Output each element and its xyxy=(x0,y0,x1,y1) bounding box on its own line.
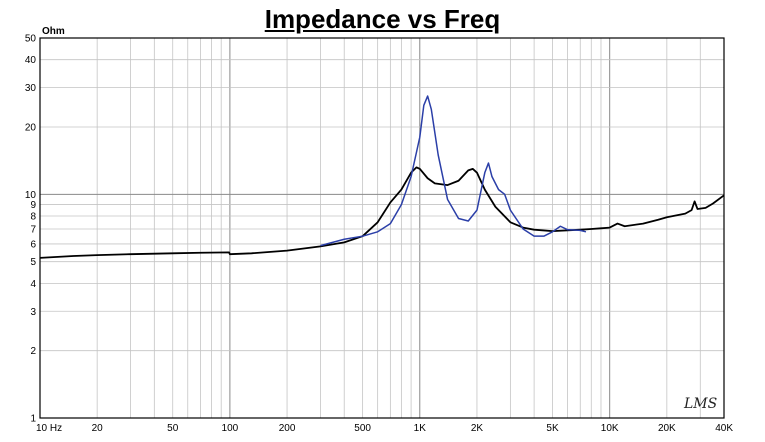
impedance-curve-2 xyxy=(320,95,587,247)
plot-frame xyxy=(39,37,725,419)
y-tick-label: 30 xyxy=(25,83,37,94)
curves xyxy=(39,95,725,259)
y-tick-label: 2 xyxy=(30,346,36,357)
y-tick-label: 8 xyxy=(30,212,36,223)
x-tick-labels: 10 Hz 20 50 100 200 500 1K 2K 5K 10K 20K 40K xyxy=(36,423,733,434)
grid xyxy=(39,37,725,419)
x-tick-label: 2K xyxy=(471,423,484,434)
impedance-curve-1 xyxy=(39,166,725,259)
x-tick-label: 200 xyxy=(279,423,296,434)
y-tick-label: 5 xyxy=(30,257,36,268)
y-tick-label: 20 xyxy=(25,123,37,134)
y-axis-unit: Ohm xyxy=(42,26,65,37)
y-tick-label: 7 xyxy=(30,224,36,235)
x-tick-label: 20 xyxy=(92,423,104,434)
x-tick-label: 40K xyxy=(715,423,733,434)
y-tick-label: 1 xyxy=(30,414,36,425)
y-tick-label: 10 xyxy=(25,190,37,201)
x-tick-label: 10K xyxy=(601,423,619,434)
y-tick-label: 4 xyxy=(30,279,36,290)
y-tick-label: 3 xyxy=(30,307,36,318)
y-tick-label: 6 xyxy=(30,239,36,250)
x-tick-label: 20K xyxy=(658,423,676,434)
x-tick-label: 1K xyxy=(414,423,427,434)
x-tick-label: 10 Hz xyxy=(36,423,62,434)
x-tick-label: 50 xyxy=(167,423,179,434)
y-tick-label: 40 xyxy=(25,55,37,66)
x-tick-label: 100 xyxy=(222,423,239,434)
y-tick-label: 9 xyxy=(30,200,36,211)
chart-title: Impedance vs Freq xyxy=(264,4,501,34)
x-tick-label: 5K xyxy=(546,423,559,434)
x-tick-label: 500 xyxy=(354,423,371,434)
y-tick-label: 50 xyxy=(25,34,37,45)
lms-watermark: LMS xyxy=(683,396,717,412)
